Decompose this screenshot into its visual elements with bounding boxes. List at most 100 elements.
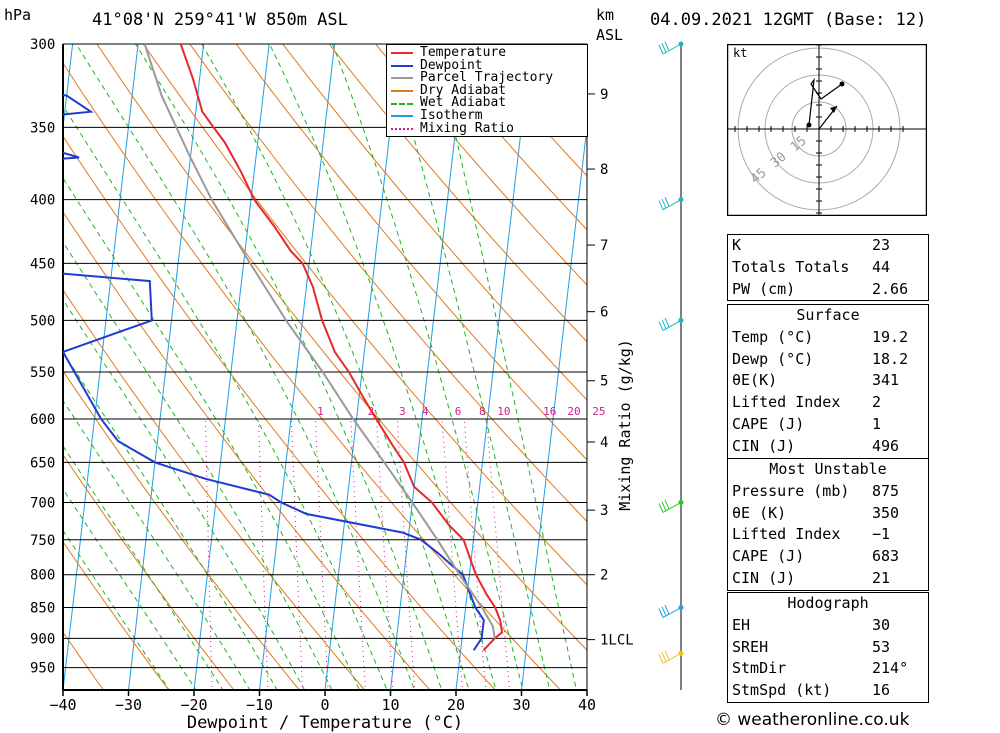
row-value: −1 bbox=[872, 525, 891, 544]
pressure-tick-label: 850 bbox=[30, 601, 55, 617]
table-row: K 23 bbox=[728, 235, 928, 257]
row-value: 214° bbox=[872, 659, 909, 678]
wind-barb bbox=[658, 41, 682, 55]
height-unit-asl: ASL bbox=[596, 26, 624, 44]
most-unstable-box: Most Unstable Pressure (mb) 875 θE (K) 350 Li… bbox=[727, 458, 929, 591]
row-label: CAPE (J) bbox=[732, 547, 805, 566]
x-tick-label: 20 bbox=[447, 696, 465, 714]
isotherm-line bbox=[258, 44, 336, 690]
legend-item-dry_adiabat: Dry Adiabat bbox=[387, 82, 587, 98]
mixing-ratio-line bbox=[486, 418, 511, 690]
row-value: 2.66 bbox=[872, 279, 909, 298]
hodograph-point bbox=[806, 122, 812, 128]
wet-adiabat-line bbox=[134, 44, 443, 690]
table-row: CIN (J) 496 bbox=[728, 436, 928, 458]
x-tick-label: −30 bbox=[115, 696, 142, 714]
storm-motion-arrowhead bbox=[830, 106, 837, 113]
hodograph-stats-box: Hodograph EH 30 SREH 53 StmDir 214° StmSpd (kt)… bbox=[727, 592, 929, 703]
x-axis-label: Dewpoint / Temperature (°C) bbox=[187, 713, 463, 733]
wind-barb bbox=[658, 604, 682, 618]
row-value: 496 bbox=[872, 436, 900, 455]
row-value: 2 bbox=[872, 393, 882, 412]
isotherm-line bbox=[193, 44, 270, 690]
height-unit-km: km bbox=[596, 6, 615, 24]
height-tick-label: 9 bbox=[600, 87, 608, 103]
height-tick-label: 4 bbox=[600, 435, 608, 451]
mixing-ratio-line bbox=[441, 418, 463, 690]
height-tick-label: 8 bbox=[600, 162, 608, 178]
pressure-tick-label: 600 bbox=[30, 412, 55, 428]
wet-adiabat-line bbox=[386, 44, 551, 690]
row-value: 16 bbox=[872, 681, 891, 700]
row-value: 44 bbox=[872, 257, 891, 276]
height-tick-label: 3 bbox=[600, 503, 608, 519]
row-value: 1 bbox=[872, 414, 882, 433]
mixing-ratio-line bbox=[258, 418, 269, 690]
legend-item-parcel: Parcel Trajectory bbox=[387, 71, 587, 85]
wind-barb bbox=[658, 650, 682, 664]
legend-swatch bbox=[391, 90, 413, 93]
chart-legend: Temperature Dewpoint Parcel Trajectory Dry … bbox=[386, 44, 588, 138]
wet-adiabat-line bbox=[63, 241, 333, 690]
height-tick-label: 1LCL bbox=[600, 633, 634, 649]
x-tick-label: 30 bbox=[512, 696, 530, 714]
table-row: PW (cm) 2.66 bbox=[728, 279, 928, 301]
wind-barb bbox=[658, 317, 682, 331]
dry-adiabat-line bbox=[328, 44, 587, 343]
height-tick-label: 2 bbox=[600, 568, 608, 584]
pressure-tick-label: 700 bbox=[30, 495, 55, 511]
pressure-tick-label: 350 bbox=[30, 120, 55, 136]
wet-adiabat-line bbox=[63, 351, 278, 690]
hodograph-point bbox=[839, 81, 845, 87]
row-label: K bbox=[732, 236, 742, 254]
x-tick-label: −20 bbox=[180, 696, 207, 714]
pressure-tick-label: 450 bbox=[30, 256, 55, 272]
x-tick-label: 40 bbox=[578, 696, 596, 714]
legend-item-temperature: Temperature bbox=[387, 46, 587, 60]
height-tick-label: 5 bbox=[600, 374, 608, 390]
legend-label: Wet Adiabat bbox=[420, 95, 507, 111]
row-label: SREH bbox=[732, 637, 769, 656]
legend-label: Dry Adiabat bbox=[420, 82, 507, 98]
row-value: 341 bbox=[872, 371, 900, 390]
mixing-ratio-label: 20 bbox=[567, 405, 580, 418]
table-row: Dewp (°C) 18.2 bbox=[728, 349, 928, 371]
row-value: 30 bbox=[872, 615, 891, 634]
location-title: 41°08'N 259°41'W 850m ASL bbox=[92, 10, 348, 30]
table-row: θE(K) 341 bbox=[728, 370, 928, 392]
x-tick-label: 0 bbox=[320, 696, 329, 714]
mixing-ratio-label: 6 bbox=[455, 405, 462, 418]
surface-box: Surface Temp (°C) 19.2 Dewp (°C) 18.2 θE(K) 34… bbox=[727, 304, 929, 459]
table-row: StmDir 214° bbox=[728, 658, 928, 680]
row-label: Lifted Index bbox=[732, 525, 841, 544]
row-value: 19.2 bbox=[872, 327, 909, 346]
pressure-unit-label: hPa bbox=[4, 6, 32, 24]
table-row: Totals Totals 44 bbox=[728, 257, 928, 279]
pressure-tick-label: 550 bbox=[30, 365, 55, 381]
legend-swatch bbox=[391, 64, 413, 67]
dry-adiabat-line bbox=[63, 631, 105, 690]
row-label: Dewp (°C) bbox=[732, 349, 814, 368]
hodograph-trace bbox=[808, 77, 843, 126]
legend-item-isotherm: Isotherm bbox=[387, 107, 587, 123]
mixing-ratio-line bbox=[350, 418, 366, 690]
row-label: PW (cm) bbox=[732, 279, 796, 298]
pressure-tick-label: 750 bbox=[30, 533, 55, 549]
hodograph-frame bbox=[727, 44, 927, 216]
pressure-tick-label: 400 bbox=[30, 193, 55, 209]
legend-swatch bbox=[391, 52, 413, 55]
mixing-ratio-axis-label: Mixing Ratio (g/kg) bbox=[616, 339, 634, 511]
mixing-ratio-label: 4 bbox=[422, 405, 429, 418]
row-label: CAPE (J) bbox=[732, 414, 805, 433]
copyright-footer: © weatheronline.co.uk bbox=[715, 710, 910, 730]
mixing-ratio-line bbox=[290, 418, 304, 690]
temperature-profile bbox=[179, 44, 504, 651]
isotherm-line bbox=[127, 44, 205, 690]
pressure-tick-label: 900 bbox=[30, 631, 55, 647]
legend-swatch bbox=[391, 127, 413, 130]
legend-label: Isotherm bbox=[420, 107, 483, 123]
pressure-tick-label: 500 bbox=[30, 313, 55, 329]
x-tick-label: 10 bbox=[381, 696, 399, 714]
